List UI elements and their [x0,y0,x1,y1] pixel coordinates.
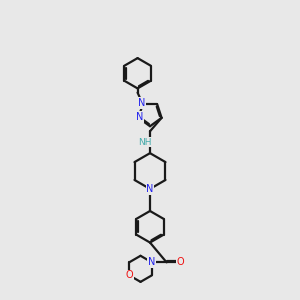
Text: N: N [148,257,155,267]
Text: O: O [177,257,184,267]
Text: O: O [125,270,133,280]
Text: N: N [146,184,154,194]
Text: N: N [136,112,143,122]
Text: NH: NH [139,138,152,147]
Text: N: N [138,98,146,108]
